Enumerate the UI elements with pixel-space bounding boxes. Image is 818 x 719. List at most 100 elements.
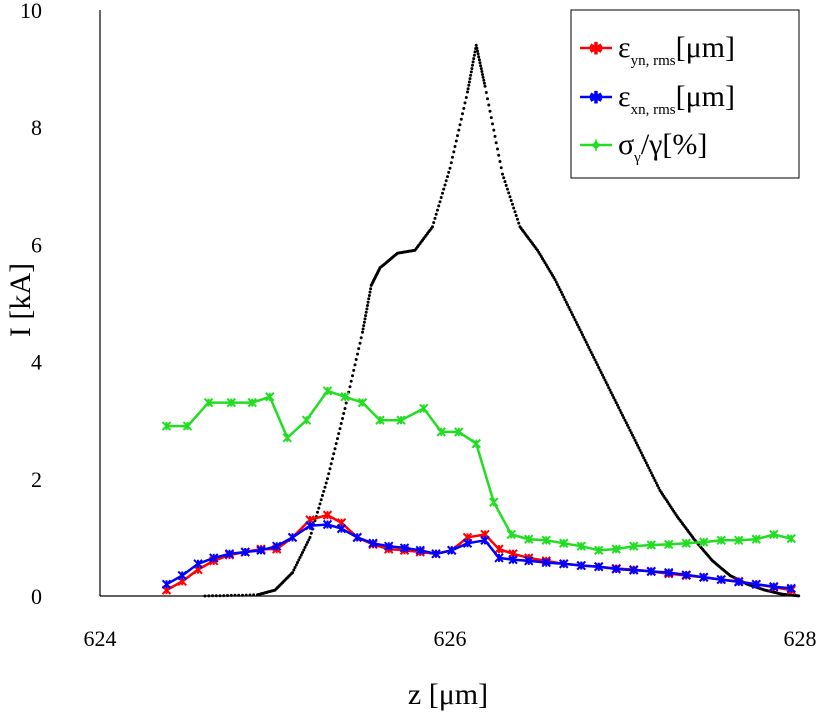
current-dot (588, 348, 592, 352)
current-dot (449, 161, 453, 165)
current-dot (319, 498, 323, 502)
series-point (322, 510, 333, 520)
current-dot (594, 360, 598, 364)
current-dot (448, 166, 452, 170)
current-dot (636, 443, 639, 447)
series-point (524, 534, 534, 544)
series-point (646, 540, 656, 550)
current-dot (353, 363, 357, 367)
current-dot (469, 70, 473, 74)
current-dot (431, 225, 434, 229)
current-dot (361, 327, 365, 331)
current-dot (328, 467, 332, 471)
current-dot (474, 43, 478, 47)
current-dot (641, 453, 644, 457)
series-point (769, 529, 779, 540)
current-dot (493, 134, 497, 138)
series-point (340, 392, 350, 402)
y-tick-label: 10 (20, 0, 42, 23)
series-point (247, 397, 257, 408)
current-dot (497, 153, 501, 157)
series-point (256, 545, 266, 555)
series-point (751, 579, 761, 589)
current-dot (647, 466, 651, 470)
legend: ✱ εyn, rms[μm] ✱ εxn, rms[μm] ✦ σγ/γ[%] (570, 9, 800, 179)
current-dot (482, 81, 486, 85)
legend-entry-eps-yn: ✱ εyn, rms[μm] (580, 31, 735, 69)
series-point (301, 415, 312, 425)
x-tick-labels: 624 626 628 (84, 626, 817, 651)
y-tick-labels: 0 2 4 6 8 10 (20, 0, 42, 609)
current-dot (563, 298, 567, 302)
current-dot (656, 484, 659, 487)
current-dot (292, 568, 296, 572)
current-dot (596, 363, 599, 367)
current-dot (592, 355, 596, 359)
current-dot (506, 187, 509, 191)
current-dot (587, 345, 591, 349)
current-dot (457, 128, 461, 132)
current-dot (433, 216, 437, 220)
series-point (699, 572, 709, 582)
current-dot (434, 212, 438, 216)
current-dot (651, 474, 654, 477)
series-point (396, 415, 406, 425)
current-dot (557, 285, 561, 289)
current-dot (623, 418, 627, 422)
legend-label: εyn, rms[μm] (618, 31, 735, 69)
series-point (716, 574, 726, 585)
current-dot (477, 58, 481, 62)
series-point (751, 534, 761, 544)
current-dot (349, 379, 353, 383)
current-dot (633, 438, 637, 442)
current-dot (577, 325, 581, 329)
current-dot (365, 307, 369, 311)
current-dot (652, 476, 656, 480)
current-dot (298, 556, 302, 559)
current-dot (470, 67, 474, 71)
series-point (541, 535, 551, 546)
series-point (559, 559, 569, 569)
current-dot (451, 155, 454, 159)
current-dot (496, 147, 499, 151)
current-dot (504, 183, 508, 187)
current-dot (480, 70, 484, 73)
current-dot (648, 468, 652, 472)
current-dot (627, 426, 631, 430)
current-dot (486, 97, 489, 101)
current-dot (359, 336, 363, 340)
current-dot (322, 489, 326, 493)
series-point (494, 553, 504, 563)
current-dot (341, 417, 344, 420)
current-dot (466, 90, 469, 94)
current-dot (481, 75, 485, 79)
current-dot (439, 196, 443, 199)
series-point (431, 549, 441, 559)
current-dot (366, 300, 370, 304)
series-point (322, 386, 333, 396)
series-point (594, 545, 604, 555)
series-point (524, 556, 534, 566)
current-dot (338, 427, 342, 431)
series-point (209, 553, 219, 563)
current-dot (599, 371, 603, 374)
current-dot (366, 304, 369, 307)
current-dot (617, 406, 621, 410)
series-point (352, 532, 362, 543)
legend-entry-eps-xn: ✱ εxn, rms[μm] (580, 80, 735, 118)
current-dot (489, 116, 493, 120)
current-dot (611, 393, 614, 397)
series-point (681, 538, 691, 548)
current-dot (463, 101, 467, 105)
series-point (506, 529, 516, 540)
current-dot (437, 204, 441, 208)
series-point (594, 561, 604, 572)
current-dot (607, 386, 611, 390)
series-point (161, 579, 172, 589)
series-point (629, 565, 639, 575)
current-dot (654, 481, 658, 485)
y-tick-label: 0 (31, 584, 42, 609)
series-point (786, 533, 796, 544)
series-point (419, 403, 429, 414)
series-point (576, 541, 586, 551)
